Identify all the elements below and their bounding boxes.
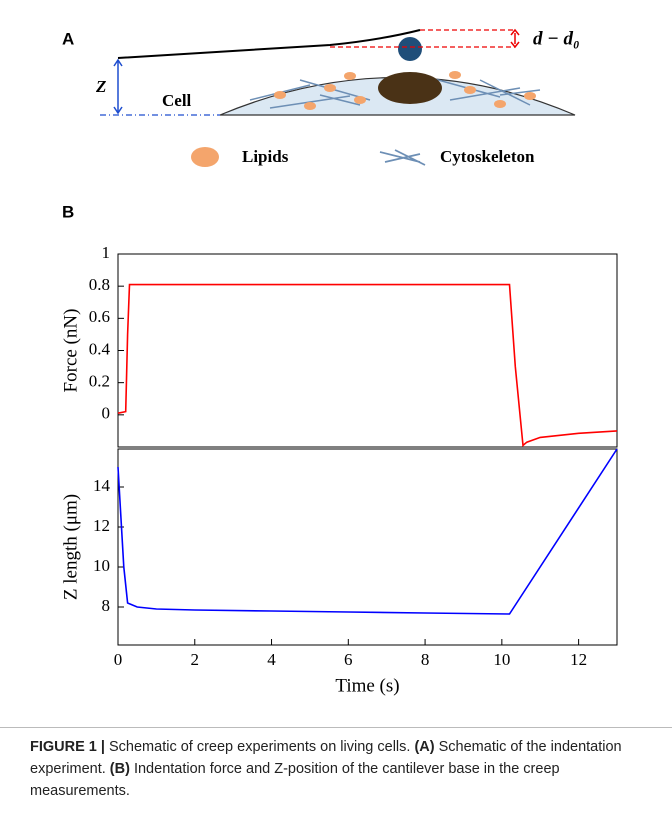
caption-ref: (A)	[414, 739, 435, 755]
x-tick-label: 10	[493, 650, 510, 669]
x-tick-label: 6	[344, 650, 353, 669]
x-tick-label: 2	[191, 650, 200, 669]
caption: FIGURE 1 | Schematic of creep experiment…	[30, 736, 650, 802]
caption-text: Schematic of creep experiments on living…	[109, 739, 411, 755]
x-axis-label: Time (s)	[335, 675, 399, 696]
y-axis-label: Force (nN)	[60, 309, 81, 393]
y-tick-label: 10	[93, 556, 110, 575]
y-tick-label: 0.6	[89, 307, 110, 326]
y-tick-label: 12	[93, 516, 110, 535]
y-tick-label: 0.4	[89, 339, 111, 358]
caption-text: Indentation force and Z-position of the …	[30, 761, 560, 799]
panel-label: B	[62, 202, 74, 221]
figure: A Z Cell d − d₀ Lipids Cytoskeleton B 0 0…	[60, 28, 618, 696]
caption-label: FIGURE 1 |	[30, 739, 105, 755]
plot-frame	[117, 448, 618, 646]
divider	[0, 727, 672, 728]
data-line	[117, 448, 618, 615]
x-tick-label: 4	[267, 650, 276, 669]
legend-label: Lipids	[242, 147, 289, 166]
y-tick-label: 8	[102, 596, 111, 615]
x-tick-label: 12	[570, 650, 587, 669]
y-axis-label: Z length (μm)	[60, 494, 81, 600]
caption-ref: (B)	[109, 761, 130, 777]
y-tick-label: 14	[93, 476, 111, 495]
data-line	[117, 283, 618, 447]
plot-frame	[117, 253, 618, 448]
y-tick-label: 0	[102, 404, 111, 423]
cell-label: Cell	[162, 91, 192, 110]
y-tick-label: 0.8	[89, 275, 110, 294]
legend-label: Cytoskeleton	[440, 147, 535, 166]
deflection-label: d − d₀	[533, 28, 580, 49]
panel-label: A	[62, 29, 74, 48]
caption-text: Schematic of the indentation experiment.	[30, 739, 622, 777]
y-tick-label: 1	[102, 243, 111, 262]
x-tick-label: 0	[114, 650, 123, 669]
x-tick-label: 8	[421, 650, 430, 669]
schematic	[100, 28, 576, 167]
y-tick-label: 0.2	[89, 372, 110, 391]
z-label: Z	[95, 77, 106, 96]
